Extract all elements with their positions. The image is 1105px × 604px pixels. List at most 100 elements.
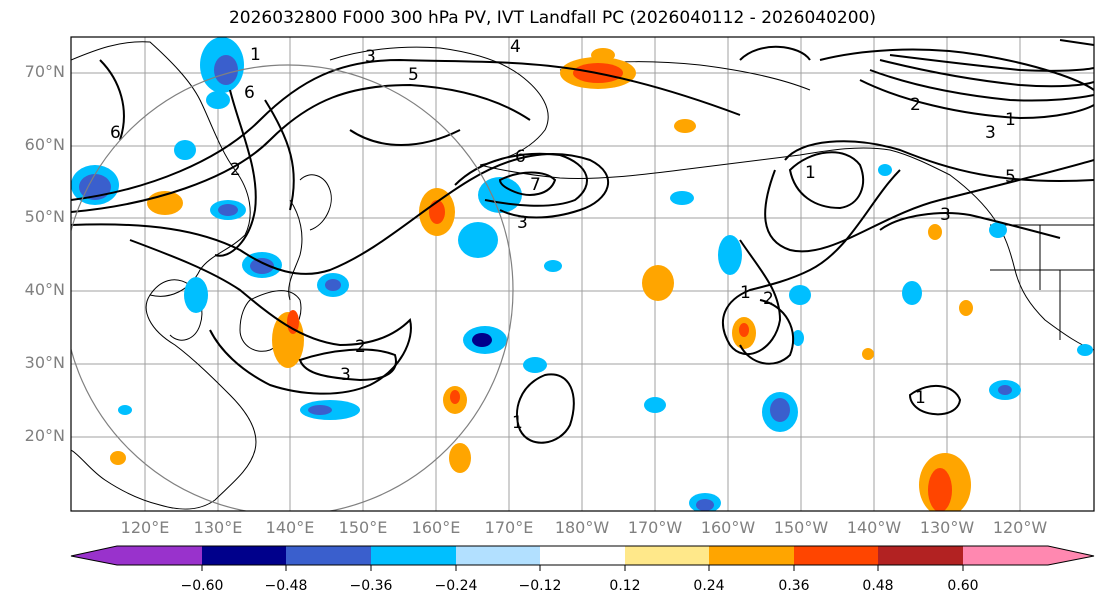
pv-patch	[644, 397, 666, 413]
pv-patch	[325, 279, 341, 291]
pv-patch	[959, 300, 973, 316]
pv-patch	[214, 55, 238, 85]
pv-patch	[739, 323, 749, 337]
pv-patch	[878, 164, 892, 176]
contour-label: 6	[110, 123, 121, 143]
lat-label-70n: 70°N	[24, 62, 65, 81]
contour-label: 3	[365, 47, 376, 67]
lon-label: 170°W	[627, 518, 683, 537]
colorbar-tick-label: 0.24	[693, 578, 725, 594]
map-canvas: 1 3 5 4 6 6 2 3 6 7 2 3 1 1 2 1 2 3 1 5 …	[71, 37, 1094, 511]
lon-label: 170°E	[484, 518, 534, 537]
pv-patch	[862, 348, 874, 360]
colorbar-segment	[963, 546, 1048, 565]
colorbar-segment	[371, 546, 456, 565]
colorbar-segment	[878, 546, 963, 565]
pv-patch	[79, 174, 111, 200]
contour-label: 5	[408, 65, 419, 85]
map-title: 2026032800 F000 300 hPa PV, IVT Landfall…	[228, 8, 876, 28]
colorbar-segment	[117, 546, 202, 565]
pv-patch	[674, 119, 696, 133]
pv-patch	[770, 398, 790, 422]
colorbar	[70, 545, 1095, 571]
contour-label: 1	[805, 163, 816, 183]
pv-patch	[1077, 344, 1093, 356]
colorbar-segment	[202, 546, 286, 565]
contour-label: 7	[530, 175, 541, 195]
lon-label: 120°E	[120, 518, 170, 537]
lon-label: 130°W	[919, 518, 975, 537]
colorbar-tick-label: 0.12	[609, 578, 641, 594]
contour-label: 1	[915, 388, 926, 408]
pv-patch	[449, 443, 471, 473]
pv-patch	[450, 390, 460, 404]
contour-label: 2	[763, 289, 774, 309]
colorbar-segment	[709, 546, 794, 565]
pv-patch	[308, 405, 332, 415]
contour-label: 1	[512, 413, 523, 433]
pv-patch	[523, 357, 547, 373]
pv-patch	[670, 191, 694, 205]
colorbar-segment	[456, 546, 540, 565]
contour-label: 3	[340, 365, 351, 385]
colorbar-tick-label: 0.60	[947, 578, 979, 594]
pv-patch	[718, 235, 742, 275]
map-frame	[70, 36, 1095, 512]
lat-label-30n: 30°N	[24, 353, 65, 372]
contour-label: 3	[985, 123, 996, 143]
colorbar-segment	[794, 546, 878, 565]
contour-label: 3	[940, 205, 951, 225]
pv-patch	[206, 91, 230, 109]
pv-patch	[591, 48, 615, 62]
pv-patch	[429, 200, 445, 224]
contour-label: 1	[740, 283, 751, 303]
colorbar-segment	[286, 546, 371, 565]
contour-label: 1	[1005, 110, 1016, 130]
reference-circle	[71, 64, 514, 511]
colorbar-segment	[540, 546, 625, 565]
pv-patch	[110, 451, 126, 465]
contour-label: 2	[230, 160, 241, 180]
ivt-contours	[71, 39, 1094, 444]
pv-patch	[250, 258, 274, 274]
pv-patch	[989, 222, 1007, 238]
lat-label-50n: 50°N	[24, 207, 65, 226]
lat-label-20n: 20°N	[24, 426, 65, 445]
colorbar-tick-label: 0.36	[778, 578, 810, 594]
colorbar-tick-label: 0.48	[862, 578, 894, 594]
contour-label: 6	[515, 147, 526, 167]
lat-label-40n: 40°N	[24, 280, 65, 299]
pv-patch	[118, 405, 132, 415]
lon-label: 140°W	[846, 518, 902, 537]
lon-label: 160°E	[411, 518, 461, 537]
contour-label: 5	[1005, 167, 1016, 187]
pv-patch	[928, 224, 942, 240]
pv-patch	[218, 204, 238, 216]
pv-patch	[174, 140, 196, 160]
lat-label-60n: 60°N	[24, 135, 65, 154]
pv-patch	[458, 222, 498, 258]
colorbar-outline	[70, 545, 1095, 566]
lon-label: 130°E	[193, 518, 243, 537]
lon-label: 140°E	[265, 518, 315, 537]
contour-label: 3	[517, 213, 528, 233]
contour-label: 4	[510, 37, 521, 57]
colorbar-extend-low	[71, 546, 117, 565]
pv-patch	[544, 260, 562, 272]
pv-patch	[928, 468, 952, 511]
lon-label: 180°W	[554, 518, 610, 537]
pv-patch	[902, 281, 922, 305]
pv-patch	[642, 265, 674, 301]
pv-patch	[696, 499, 714, 511]
lon-label: 120°W	[992, 518, 1048, 537]
contour-label: 2	[910, 95, 921, 115]
coastlines	[71, 41, 1094, 510]
contour-label: 2	[355, 337, 366, 357]
pv-patch	[184, 277, 208, 313]
contour-labels: 1 3 5 4 6 6 2 3 6 7 2 3 1 1 2 1 2 3 1 5 …	[110, 37, 1016, 433]
lon-label: 160°W	[700, 518, 756, 537]
contour-label: 1	[250, 45, 261, 65]
pv-patch	[472, 333, 492, 347]
colorbar-tick-label: −0.48	[264, 578, 308, 594]
